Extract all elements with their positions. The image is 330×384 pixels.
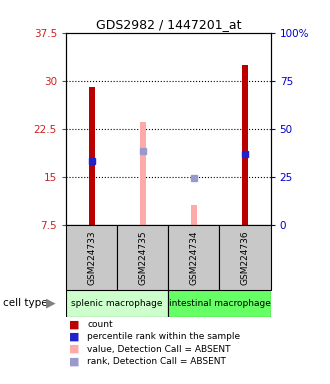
Text: GSM224733: GSM224733: [87, 230, 96, 285]
Bar: [140, 122, 146, 225]
Text: GSM224734: GSM224734: [189, 230, 198, 285]
Text: rank, Detection Call = ABSENT: rank, Detection Call = ABSENT: [87, 357, 226, 366]
Text: ■: ■: [69, 319, 80, 329]
Bar: [168, 290, 271, 317]
Text: value, Detection Call = ABSENT: value, Detection Call = ABSENT: [87, 344, 231, 354]
Bar: [66, 225, 117, 290]
Bar: [88, 87, 95, 225]
Text: GSM224736: GSM224736: [241, 230, 249, 285]
Bar: [66, 290, 168, 317]
Text: ■: ■: [69, 356, 80, 366]
Text: percentile rank within the sample: percentile rank within the sample: [87, 332, 241, 341]
Text: count: count: [87, 320, 113, 329]
Bar: [117, 225, 168, 290]
Bar: [219, 225, 271, 290]
Text: splenic macrophage: splenic macrophage: [71, 299, 163, 308]
Text: GSM224735: GSM224735: [138, 230, 147, 285]
Title: GDS2982 / 1447201_at: GDS2982 / 1447201_at: [96, 18, 241, 31]
Bar: [191, 205, 197, 225]
Text: cell type: cell type: [3, 298, 48, 308]
Text: ■: ■: [69, 344, 80, 354]
Text: ▶: ▶: [46, 296, 56, 309]
Bar: [242, 65, 248, 225]
Text: intestinal macrophage: intestinal macrophage: [169, 299, 270, 308]
Text: ■: ■: [69, 332, 80, 342]
Bar: [168, 225, 219, 290]
